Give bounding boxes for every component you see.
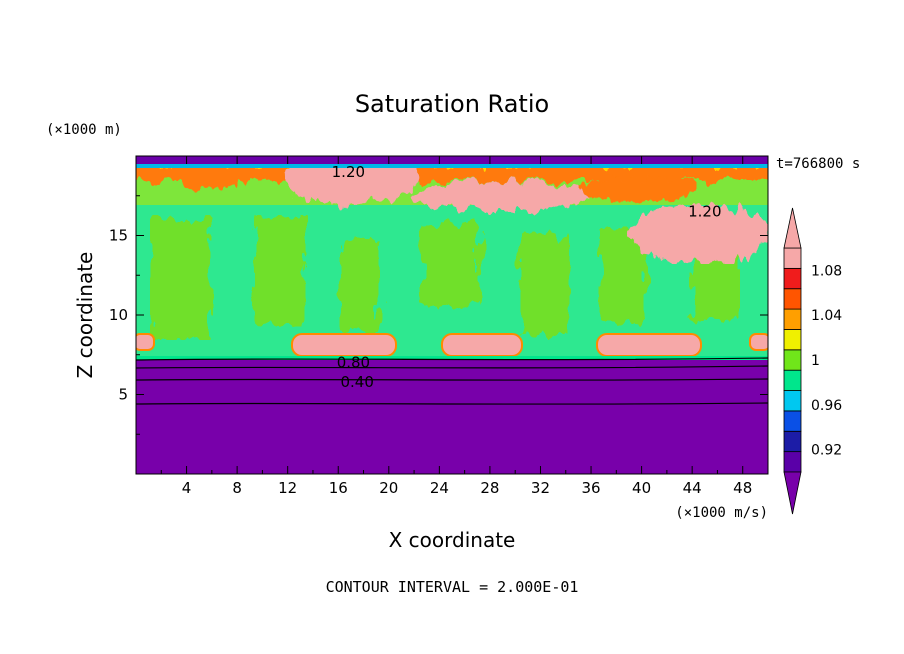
colorbar-segment	[784, 329, 801, 349]
colorbar-segment	[784, 411, 801, 431]
y-tick-label: 5	[118, 386, 128, 404]
colorbar-segment	[784, 391, 801, 411]
x-tick-label: 28	[480, 479, 499, 497]
colorbar-over-triangle	[784, 208, 801, 248]
contour-label: 1.20	[688, 203, 721, 221]
x-tick-label: 20	[379, 479, 398, 497]
colorbar-segment	[784, 268, 801, 288]
x-tick-label: 40	[632, 479, 651, 497]
top-band	[136, 156, 768, 168]
x-axis-title: X coordinate	[389, 528, 516, 552]
x-tick-label: 4	[182, 479, 192, 497]
colorbar-segment	[784, 452, 801, 472]
colorbar-segment	[784, 289, 801, 309]
colorbar-label: 1.04	[811, 308, 842, 324]
contour-label: 0.80	[337, 354, 370, 372]
chart-title: Saturation Ratio	[355, 90, 549, 118]
colorbar-under-triangle	[784, 472, 801, 514]
x-tick-label: 12	[278, 479, 297, 497]
y-axis-title: Z coordinate	[73, 252, 97, 379]
colorbar-segment	[784, 370, 801, 390]
x-tick-label: 48	[733, 479, 752, 497]
x-tick-label: 8	[232, 479, 242, 497]
y-tick-label: 15	[109, 227, 128, 245]
colorbar-label: 1.08	[811, 263, 842, 279]
colorbar: 1.08 1.04 1 0.96 0.92	[784, 208, 842, 514]
colorbar-label: 0.96	[811, 398, 842, 414]
colorbar-segment	[784, 248, 801, 268]
contour-label: 0.40	[340, 373, 373, 391]
colorbar-segment	[784, 309, 801, 329]
colorbar-label: 0.92	[811, 443, 842, 459]
x-tick-label: 36	[581, 479, 600, 497]
colorbar-segment	[784, 431, 801, 451]
y-unit-label: (×1000 m)	[46, 122, 122, 138]
colorbar-segment	[784, 350, 801, 370]
x-tick-label: 16	[329, 479, 348, 497]
y-tick-label: 10	[109, 306, 128, 324]
colorbar-label: 1	[811, 353, 820, 369]
contour-interval-note: CONTOUR INTERVAL = 2.000E-01	[326, 578, 579, 596]
lower-dry-region	[136, 356, 768, 474]
time-label: t=766800 s	[776, 156, 860, 172]
x-tick-label: 32	[531, 479, 550, 497]
x-tick-label: 44	[683, 479, 702, 497]
contour-label: 1.20	[332, 163, 365, 181]
plot-area: 1.20 1.20 0.800.40	[120, 152, 780, 474]
x-unit-label: (×1000 m/s)	[675, 505, 768, 521]
x-tick-label: 24	[430, 479, 449, 497]
